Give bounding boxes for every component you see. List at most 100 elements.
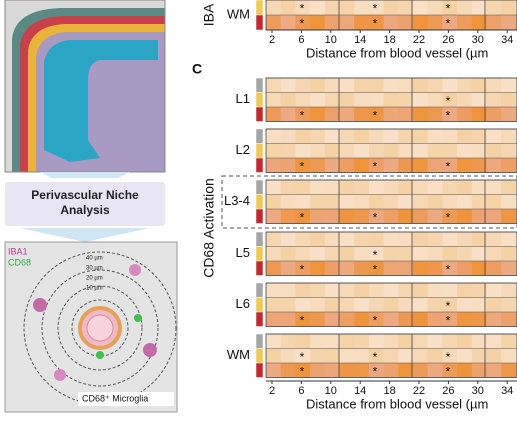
heat-cell — [383, 209, 399, 224]
layer-label: L3-4 — [224, 193, 250, 208]
row-strip — [255, 92, 264, 108]
row-strip — [255, 106, 264, 122]
heat-cell — [324, 283, 340, 298]
heat-cell — [354, 363, 370, 378]
star: * — [373, 364, 378, 378]
heat-cell — [280, 334, 296, 349]
heat-cell — [486, 0, 502, 15]
heat-cell — [280, 363, 296, 378]
heat-cell — [368, 180, 384, 195]
heat-cell — [427, 209, 443, 224]
heat-cell — [486, 334, 502, 349]
heat-cell — [486, 209, 502, 224]
heat-cell — [501, 78, 517, 93]
star: * — [373, 159, 378, 173]
heat-cell — [471, 180, 487, 195]
heat-cell — [413, 129, 428, 144]
ring-label: 30 µm — [86, 266, 103, 272]
heat-cell — [398, 143, 414, 158]
heat-cell — [398, 107, 414, 122]
heat-cell — [515, 334, 517, 349]
heat-cell — [368, 194, 384, 209]
heat-cell — [398, 129, 414, 144]
heat-cell — [266, 232, 281, 247]
heat-cell — [280, 348, 296, 363]
heat-cell — [501, 283, 517, 298]
star: * — [373, 17, 378, 31]
heat-cell — [486, 312, 502, 327]
heat-cell — [398, 0, 414, 15]
heat-cell — [486, 92, 502, 107]
heat-cell — [413, 78, 428, 93]
star: * — [446, 350, 451, 364]
heat-cell — [368, 107, 384, 122]
heat-cell — [515, 194, 517, 209]
heat-cell — [266, 348, 281, 363]
heat-cell — [354, 129, 370, 144]
row-strip — [255, 297, 264, 313]
heat-cell — [457, 0, 473, 15]
star: * — [446, 159, 451, 173]
heat-cell — [471, 334, 487, 349]
heat-cell — [501, 363, 517, 378]
heat-cell — [295, 246, 311, 261]
heat-cell — [339, 246, 355, 261]
heat-cell — [486, 158, 502, 173]
heat-cell — [427, 283, 443, 298]
heat-cell — [354, 246, 370, 261]
heat-cell — [368, 283, 384, 298]
heat-cell — [427, 261, 443, 276]
heat-cell — [427, 78, 443, 93]
heat-cell — [354, 158, 370, 173]
heat-cell — [413, 297, 428, 312]
heat-cell — [383, 312, 399, 327]
heat-cell — [413, 180, 428, 195]
heat-cell — [339, 180, 355, 195]
x-tick-label: 2 — [269, 385, 275, 397]
star: * — [300, 2, 305, 16]
heat-cell — [515, 143, 517, 158]
row-strip — [255, 77, 264, 93]
heat-cell — [280, 143, 296, 158]
heat-cell — [442, 283, 458, 298]
heat-cell — [457, 261, 473, 276]
heat-cell — [413, 15, 428, 30]
heat-cell — [324, 363, 340, 378]
heat-cell — [310, 78, 326, 93]
heat-cell — [354, 78, 370, 93]
heat-cell — [515, 312, 517, 327]
heat-cell — [280, 209, 296, 224]
heat-cell — [457, 107, 473, 122]
heat-cell — [486, 107, 502, 122]
ring-label: 40 µm — [86, 256, 103, 262]
x-axis-label: Distance from blood vessel (µm — [306, 45, 488, 60]
heat-cell — [413, 0, 428, 15]
heat-cell — [368, 158, 384, 173]
heat-cell — [266, 107, 281, 122]
heat-cell — [457, 15, 473, 30]
heat-cell — [427, 143, 443, 158]
heat-cell — [442, 194, 458, 209]
arrow — [20, 228, 150, 242]
heat-cell — [324, 158, 340, 173]
heat-cell — [457, 78, 473, 93]
heat-cell — [442, 209, 458, 224]
heat-cell — [368, 232, 384, 247]
heat-cell — [368, 334, 384, 349]
heat-cell — [368, 143, 384, 158]
heat-cell — [295, 0, 311, 15]
heat-cell — [383, 232, 399, 247]
heat-cell — [398, 363, 414, 378]
star: * — [446, 313, 451, 327]
heat-cell — [501, 129, 517, 144]
heat-cell — [515, 232, 517, 247]
heat-cell — [266, 334, 281, 349]
heat-cell — [515, 15, 517, 30]
heat-cell — [501, 0, 517, 15]
heat-cell — [383, 158, 399, 173]
heat-cell — [280, 232, 296, 247]
x-tick-label: 22 — [413, 385, 425, 397]
heat-cell — [486, 180, 502, 195]
heat-cell — [471, 261, 487, 276]
